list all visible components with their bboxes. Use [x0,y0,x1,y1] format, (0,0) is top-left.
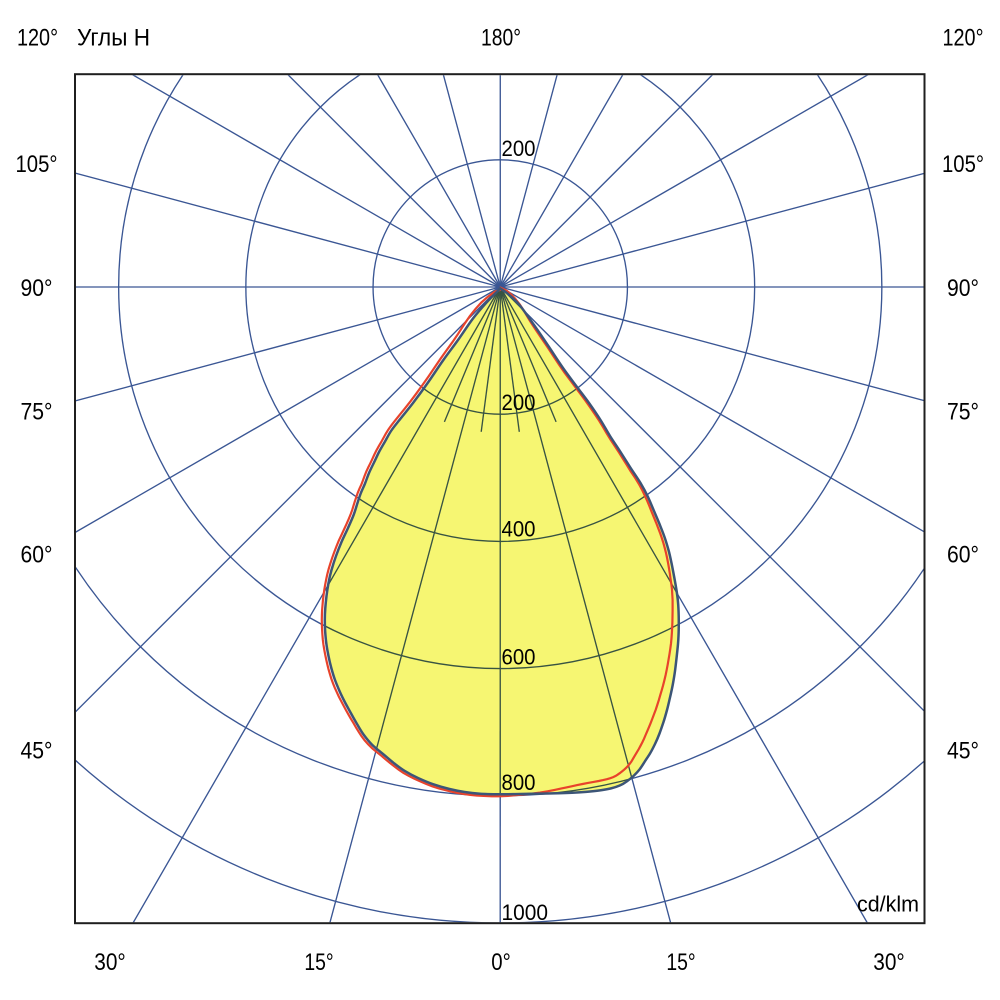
svg-text:200: 200 [502,390,536,415]
svg-text:15°: 15° [666,949,695,976]
svg-text:60°: 60° [21,542,53,569]
svg-text:75°: 75° [947,399,979,426]
svg-text:400: 400 [502,517,536,542]
svg-text:90°: 90° [947,275,979,302]
svg-text:Углы H: Углы H [77,25,150,52]
svg-text:cd/klm: cd/klm [857,892,919,917]
svg-text:30°: 30° [94,949,126,976]
svg-text:600: 600 [502,645,536,670]
svg-text:200: 200 [502,136,536,161]
svg-text:75°: 75° [21,399,53,426]
svg-text:30°: 30° [873,949,905,976]
svg-text:800: 800 [502,770,536,795]
svg-text:1000: 1000 [502,900,549,925]
svg-text:120°: 120° [17,25,58,52]
svg-text:45°: 45° [947,738,979,765]
svg-text:60°: 60° [947,542,979,569]
svg-text:45°: 45° [21,738,53,765]
svg-text:0°: 0° [491,949,511,976]
svg-text:105°: 105° [942,151,984,178]
svg-text:90°: 90° [21,275,53,302]
svg-text:180°: 180° [481,25,521,52]
svg-text:105°: 105° [16,151,58,178]
svg-text:120°: 120° [943,25,984,52]
svg-text:15°: 15° [304,949,333,976]
